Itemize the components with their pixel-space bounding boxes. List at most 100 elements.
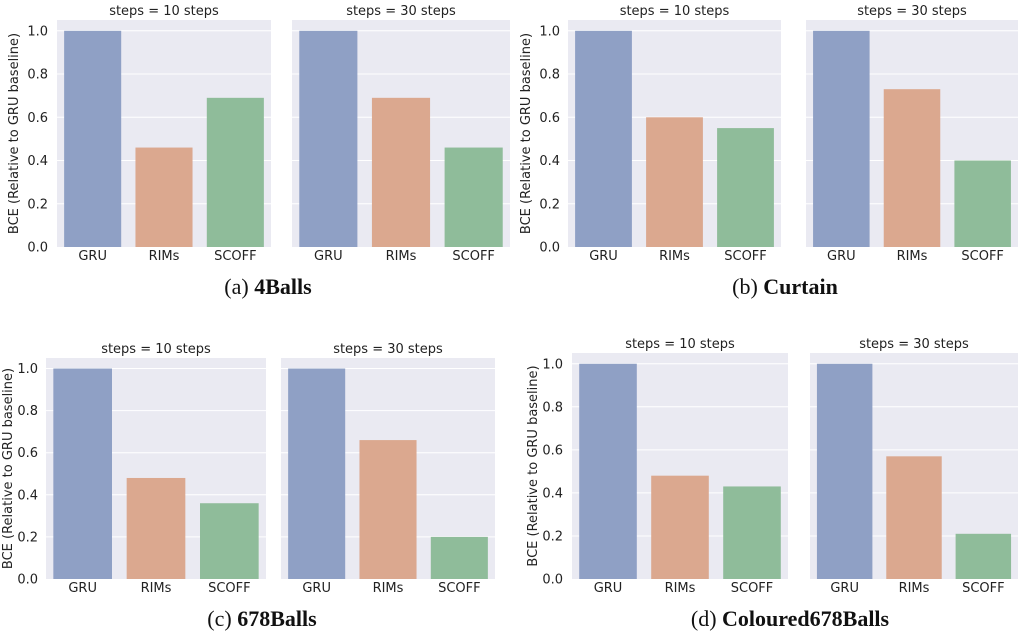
x-tick-label: SCOFF xyxy=(724,249,767,264)
y-tick-label: 0.6 xyxy=(539,111,560,126)
y-tick-label: 0.8 xyxy=(17,404,38,419)
caption-title: Coloured678Balls xyxy=(722,606,890,631)
y-tick-label: 0.2 xyxy=(542,529,563,544)
x-tick-label: GRU xyxy=(78,249,107,264)
y-axis-label: BCE (Relative to GRU baseline) xyxy=(519,33,534,234)
x-tick-label: SCOFF xyxy=(731,581,774,596)
bar-gru xyxy=(53,368,112,579)
x-tick-label: RIMs xyxy=(141,581,172,596)
y-tick-label: 0.6 xyxy=(17,446,38,461)
y-axis-label: BCE (Relative to GRU baseline) xyxy=(7,33,22,234)
y-tick-label: 0.2 xyxy=(27,197,48,212)
y-tick-label: 0.6 xyxy=(27,111,48,126)
x-tick-label: RIMs xyxy=(897,249,928,264)
x-tick-label: SCOFF xyxy=(214,249,257,264)
x-tick-label: GRU xyxy=(589,249,618,264)
x-tick-label: SCOFF xyxy=(961,249,1004,264)
y-tick-label: 0.4 xyxy=(542,486,563,501)
subfigure-caption: (d) Coloured678Balls xyxy=(691,606,890,631)
facet-title: steps = 30 steps xyxy=(346,4,456,19)
x-tick-label: RIMs xyxy=(665,581,696,596)
bar-rims xyxy=(886,456,942,579)
x-tick-label: RIMs xyxy=(386,249,417,264)
bar-rims xyxy=(646,117,703,248)
x-tick-label: GRU xyxy=(830,581,859,596)
bar-rims xyxy=(359,440,417,579)
y-tick-label: 1.0 xyxy=(542,357,563,372)
y-tick-label: 0.6 xyxy=(542,443,563,458)
x-tick-label: SCOFF xyxy=(208,581,251,596)
bar-rims xyxy=(135,147,193,247)
bar-rims xyxy=(883,89,941,247)
y-tick-label: 1.0 xyxy=(539,24,560,39)
bar-gru xyxy=(575,30,632,247)
caption-prefix: (b) xyxy=(732,274,763,299)
x-tick-label: SCOFF xyxy=(962,581,1005,596)
bar-gru xyxy=(816,363,873,579)
x-tick-label: SCOFF xyxy=(452,249,495,264)
caption-prefix: (c) xyxy=(207,606,237,631)
subfigure-curtain: GRU RIMs SCOFF steps = 10 steps 0.0 0.2 0.4 0.6… xyxy=(519,4,1018,299)
caption-prefix: (a) xyxy=(224,274,254,299)
x-tick-label: GRU xyxy=(594,581,623,596)
bar-scoff xyxy=(200,503,259,579)
facet-title: steps = 10 steps xyxy=(101,342,211,357)
y-tick-label: 0.0 xyxy=(27,241,48,256)
bar-scoff xyxy=(954,160,1011,247)
bar-gru xyxy=(64,30,122,247)
caption-title: 4Balls xyxy=(254,274,312,299)
caption-prefix: (d) xyxy=(691,606,722,631)
subfigure-4balls: GRU RIMs SCOFF steps = 10 steps 0.0 0.2 0.4 0.6… xyxy=(7,4,510,299)
bar-rims xyxy=(371,97,431,247)
facet-title: steps = 30 steps xyxy=(857,4,967,19)
bar-scoff xyxy=(723,486,781,579)
facet-title: steps = 30 steps xyxy=(333,342,443,357)
subfigure-caption: (a) 4Balls xyxy=(224,274,312,299)
bar-scoff xyxy=(955,533,1012,579)
subfigure-caption: (c) 678Balls xyxy=(207,606,317,631)
bar-scoff xyxy=(717,128,774,247)
facet-title: steps = 10 steps xyxy=(620,4,730,19)
bar-rims xyxy=(651,475,709,579)
y-tick-label: 0.4 xyxy=(539,154,560,169)
y-tick-label: 1.0 xyxy=(27,24,48,39)
subfigure-coloured678balls: GRU RIMs SCOFF steps = 10 steps 0.0 0.2 0.4 0.6… xyxy=(526,337,1018,631)
y-tick-label: 0.0 xyxy=(542,573,563,588)
caption-title: 678Balls xyxy=(237,606,317,631)
y-tick-label: 0.2 xyxy=(17,530,38,545)
y-tick-label: 0.0 xyxy=(539,241,560,256)
x-tick-label: SCOFF xyxy=(438,581,481,596)
x-tick-label: GRU xyxy=(314,249,343,264)
y-tick-label: 0.8 xyxy=(539,68,560,83)
subfigure-caption: (b) Curtain xyxy=(732,274,838,299)
x-tick-label: RIMs xyxy=(899,581,930,596)
x-tick-label: GRU xyxy=(827,249,856,264)
x-tick-label: RIMs xyxy=(659,249,690,264)
facet-title: steps = 30 steps xyxy=(859,337,969,352)
bar-gru xyxy=(813,30,870,247)
y-tick-label: 0.2 xyxy=(539,197,560,212)
y-tick-label: 0.0 xyxy=(17,573,38,588)
y-tick-label: 0.8 xyxy=(542,400,563,415)
y-axis-label: BCE (Relative to GRU baseline) xyxy=(1,368,16,569)
x-tick-label: GRU xyxy=(68,581,97,596)
bar-scoff xyxy=(444,147,503,247)
bar-gru xyxy=(288,368,346,579)
bar-scoff xyxy=(430,536,488,579)
caption-title: Curtain xyxy=(763,274,838,299)
bar-gru xyxy=(299,30,358,247)
x-tick-label: RIMs xyxy=(373,581,404,596)
x-tick-label: RIMs xyxy=(149,249,180,264)
subfigure-678balls: GRU RIMs SCOFF steps = 10 steps 0.0 0.2 0.4 0.6… xyxy=(1,342,495,631)
facet-title: steps = 10 steps xyxy=(109,4,219,19)
bar-scoff xyxy=(206,97,264,247)
y-axis-label: BCE (Relative to GRU baseline) xyxy=(526,365,541,566)
y-tick-label: 0.4 xyxy=(17,488,38,503)
facet-title: steps = 10 steps xyxy=(625,337,735,352)
x-tick-label: GRU xyxy=(302,581,331,596)
bar-rims xyxy=(126,477,186,579)
y-tick-label: 0.8 xyxy=(27,68,48,83)
bar-gru xyxy=(579,363,637,579)
y-tick-label: 1.0 xyxy=(17,362,38,377)
